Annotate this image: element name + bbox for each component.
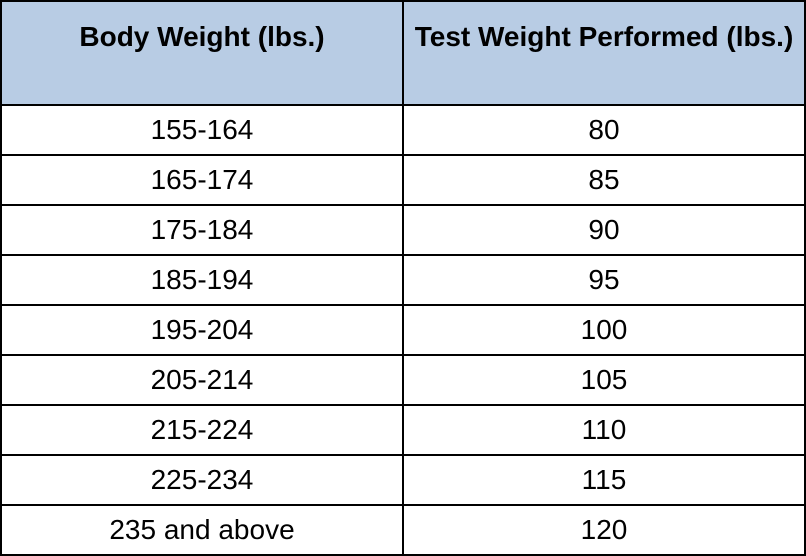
test-weight-cell: 110 bbox=[402, 404, 806, 456]
table-row: 185-194 95 bbox=[0, 254, 806, 306]
body-weight-cell: 165-174 bbox=[0, 154, 404, 206]
test-weight-cell: 80 bbox=[402, 104, 806, 156]
body-weight-cell: 185-194 bbox=[0, 254, 404, 306]
header-cell: Body Weight (lbs.) bbox=[0, 0, 404, 106]
table-row: 205-214 105 bbox=[0, 354, 806, 406]
test-weight-cell: 90 bbox=[402, 204, 806, 256]
header-row: Body Weight (lbs.) Test Weight Performed… bbox=[0, 0, 806, 106]
test-weight-cell: 95 bbox=[402, 254, 806, 306]
body-weight-cell: 175-184 bbox=[0, 204, 404, 256]
table-header: Body Weight (lbs.) Test Weight Performed… bbox=[0, 0, 806, 106]
table-row: 155-164 80 bbox=[0, 104, 806, 156]
table-row: 215-224 110 bbox=[0, 404, 806, 456]
body-weight-cell: 235 and above bbox=[0, 504, 404, 556]
test-weight-cell: 120 bbox=[402, 504, 806, 556]
body-weight-cell: 205-214 bbox=[0, 354, 404, 406]
test-weight-cell: 85 bbox=[402, 154, 806, 206]
test-weight-cell: 105 bbox=[402, 354, 806, 406]
table-row: 225-234 115 bbox=[0, 454, 806, 506]
test-weight-cell: 115 bbox=[402, 454, 806, 506]
table-row: 175-184 90 bbox=[0, 204, 806, 256]
table-row: 195-204 100 bbox=[0, 304, 806, 356]
table-body: 155-164 80 165-174 85 175-184 90 185-194 95 195-… bbox=[0, 104, 806, 556]
body-weight-cell: 195-204 bbox=[0, 304, 404, 356]
header-cell: Test Weight Performed (lbs.) bbox=[402, 0, 806, 106]
body-weight-cell: 155-164 bbox=[0, 104, 404, 156]
body-weight-cell: 215-224 bbox=[0, 404, 404, 456]
table-row: 235 and above 120 bbox=[0, 504, 806, 556]
table-row: 165-174 85 bbox=[0, 154, 806, 206]
body-weight-cell: 225-234 bbox=[0, 454, 404, 506]
test-weight-cell: 100 bbox=[402, 304, 806, 356]
